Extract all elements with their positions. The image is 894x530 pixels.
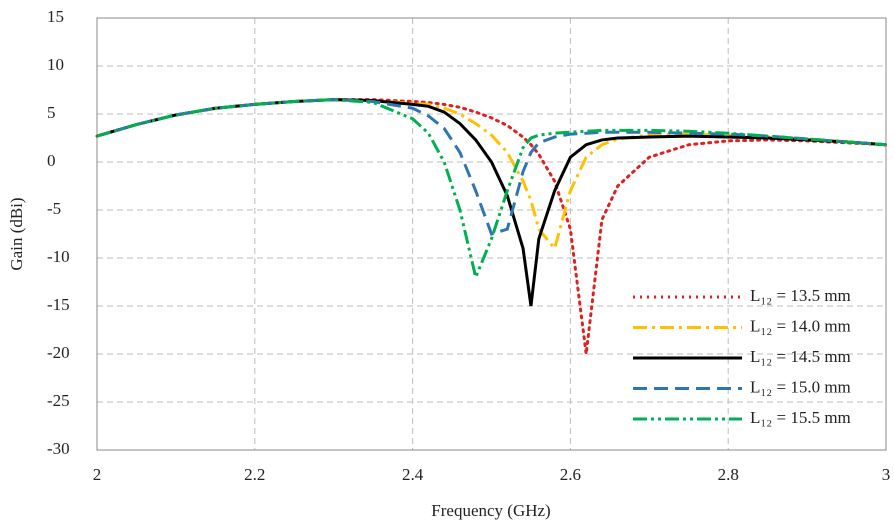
y-tick-label: 15 (47, 7, 64, 26)
x-axis-label: Frequency (GHz) (431, 501, 550, 520)
legend-label: L₁₂ = 13.5 mm (750, 286, 851, 305)
y-tick-label: -20 (47, 343, 70, 362)
y-tick-label: -30 (47, 439, 70, 458)
y-tick-label: -10 (47, 247, 70, 266)
x-tick-label: 2.8 (718, 465, 739, 484)
y-tick-label: -15 (47, 295, 70, 314)
series-line (96, 98, 887, 236)
series-line (96, 98, 887, 252)
series-line (95, 98, 888, 355)
x-tick-label: 2.2 (244, 465, 265, 484)
x-tick-label: 3 (882, 465, 891, 484)
legend-label: L₁₂ = 15.0 mm (750, 377, 851, 396)
x-tick-label: 2.4 (402, 465, 424, 484)
legend-label: L₁₂ = 14.0 mm (750, 316, 851, 335)
y-tick-label: 10 (47, 55, 64, 74)
x-tick-label: 2.6 (560, 465, 581, 484)
y-tick-label: -25 (47, 391, 70, 410)
y-tick-label: 0 (47, 151, 56, 170)
legend-label: L₁₂ = 15.5 mm (750, 408, 851, 427)
y-axis-label: Gain (dBi) (7, 197, 26, 270)
y-tick-label: -5 (47, 199, 61, 218)
legend-label: L₁₂ = 14.5 mm (750, 347, 851, 366)
x-tick-label: 2 (93, 465, 102, 484)
y-tick-label: 5 (47, 103, 56, 122)
series-line (96, 98, 887, 307)
series-line (96, 98, 887, 283)
plot-frame (96, 17, 887, 451)
